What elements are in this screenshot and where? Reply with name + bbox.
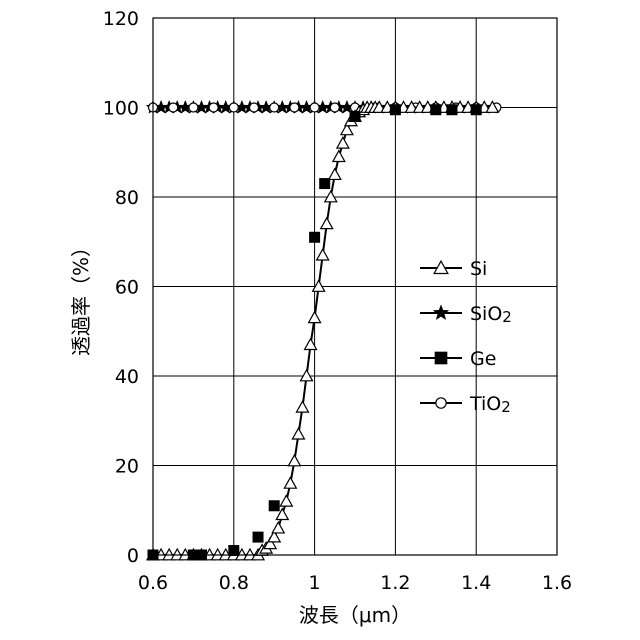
y-tick-label: 80 bbox=[115, 187, 139, 209]
data-point-ge bbox=[390, 104, 401, 115]
y-tick-label: 20 bbox=[115, 456, 139, 478]
x-tick-label: 0.6 bbox=[138, 572, 168, 594]
x-tick-label: 1 bbox=[309, 572, 321, 594]
data-point-tio2 bbox=[270, 103, 279, 112]
y-tick-label: 40 bbox=[115, 366, 139, 388]
data-point-ge bbox=[253, 532, 264, 543]
y-tick-label: 60 bbox=[115, 277, 139, 299]
x-tick-label: 1.2 bbox=[380, 572, 410, 594]
y-tick-label: 0 bbox=[127, 545, 139, 567]
data-point-tio2 bbox=[209, 103, 218, 112]
x-tick-label: 1.4 bbox=[461, 572, 491, 594]
data-point-tio2 bbox=[310, 103, 319, 112]
data-point-ge bbox=[269, 500, 280, 511]
data-point-tio2 bbox=[330, 103, 339, 112]
data-point-ge bbox=[350, 111, 361, 122]
data-point-tio2 bbox=[189, 103, 198, 112]
legend-marker bbox=[435, 352, 448, 365]
y-tick-label: 120 bbox=[103, 8, 139, 30]
data-point-ge bbox=[309, 232, 320, 243]
legend-label: Si bbox=[470, 258, 487, 280]
x-tick-label: 1.6 bbox=[542, 572, 572, 594]
legend-label: Ge bbox=[470, 348, 496, 370]
y-tick-label: 100 bbox=[103, 98, 139, 120]
y-axis-title: 透過率（%） bbox=[69, 237, 93, 356]
data-point-tio2 bbox=[290, 103, 299, 112]
data-point-ge bbox=[471, 104, 482, 115]
data-point-ge bbox=[228, 545, 239, 556]
x-axis-title: 波長（μm） bbox=[299, 603, 411, 627]
data-point-ge bbox=[319, 178, 330, 189]
data-point-tio2 bbox=[229, 103, 238, 112]
data-point-tio2 bbox=[169, 103, 178, 112]
data-point-ge bbox=[446, 104, 457, 115]
legend-marker bbox=[436, 398, 446, 408]
x-tick-label: 0.8 bbox=[219, 572, 249, 594]
data-point-ge bbox=[430, 104, 441, 115]
data-point-tio2 bbox=[250, 103, 259, 112]
